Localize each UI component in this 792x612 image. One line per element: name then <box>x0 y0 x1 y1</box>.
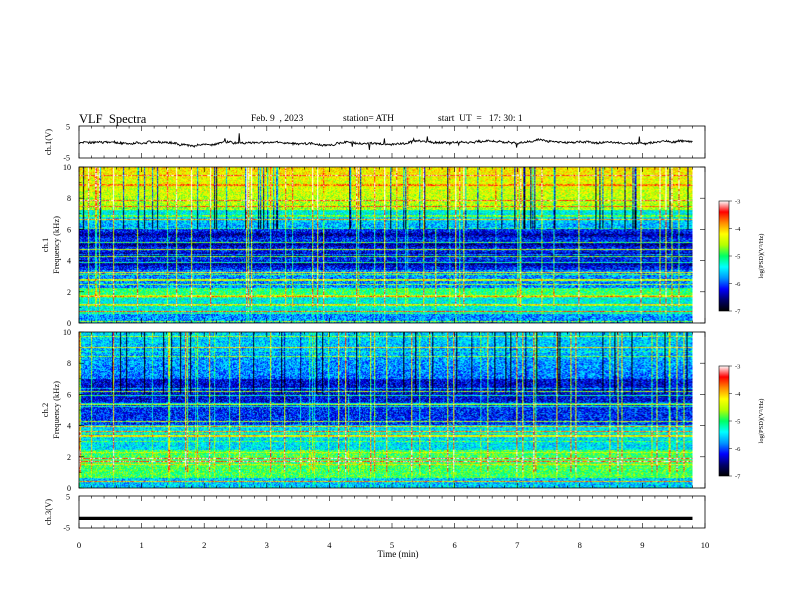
ch1-cb-tick-label: -6 <box>735 281 741 288</box>
ch1-ytick-bottom: -5 <box>63 154 70 163</box>
time-tick-label: 1 <box>139 540 143 550</box>
time-tick-label: 4 <box>327 540 332 550</box>
ch2-colorbar-gradient <box>718 365 730 477</box>
ch1-frequency-ticks: 0 2 4 6 8 10 <box>63 163 705 328</box>
ch1-voltage-panel: 5 -5 ch.1(V) <box>43 123 706 163</box>
ch1-cb-tick-label: -7 <box>735 309 741 316</box>
spec1-ytick-label: 8 <box>67 194 71 203</box>
ch1-ylabel: ch.1(V) <box>43 129 53 155</box>
ch1-xticks <box>78 126 706 158</box>
time-tick-label: 0 <box>77 540 81 550</box>
ch3-ytick-top: 5 <box>66 493 70 502</box>
spec1-ytick-label: 2 <box>67 288 71 297</box>
spec1-ytick-label: 0 <box>67 319 71 328</box>
ch2-time-ticks <box>78 332 706 488</box>
ch1-spectrogram-image <box>79 167 693 323</box>
ch2-cb-tick-label: -5 <box>735 419 740 426</box>
time-tick-label: 5 <box>390 540 394 550</box>
ch2-spectrogram-image <box>79 332 693 488</box>
time-tick-label: 10 <box>701 540 710 550</box>
chart-title: VLF Spectra <box>79 112 147 126</box>
ch1-ytick-top: 5 <box>66 123 70 132</box>
spec2-ytick-label: 0 <box>67 484 71 493</box>
ch1-colorbar: -3 -4 -5 -6 -7 log(PSD)(V²/Hz) <box>718 199 765 316</box>
spec2-ytick-label: 2 <box>67 453 71 462</box>
ch3-ytick-bottom: -5 <box>63 524 70 533</box>
spec2-ytick-label: 10 <box>63 328 71 337</box>
ch2-cb-tick-label: -4 <box>735 391 741 398</box>
ch2-cb-tick-label: -3 <box>735 364 740 371</box>
spec2-ytick-label: 8 <box>67 359 71 368</box>
ch1-voltage-trace <box>78 133 693 151</box>
time-tick-label: 8 <box>578 540 582 550</box>
spec1-ytick-label: 6 <box>67 225 71 234</box>
recording-date: Feb. 9 , 2023 <box>251 114 304 124</box>
ch1-colorbar-ticks: -3 -4 -5 -6 -7 <box>729 199 741 316</box>
start-time-label: start UT = 17: 30: 1 <box>438 114 523 124</box>
ch2-colorbar-label: log(PSD)(V²/Hz) <box>758 399 765 444</box>
ch1-spectrogram-channel-label: ch.1 <box>40 238 50 252</box>
ch1-cb-tick-label: -4 <box>735 226 741 233</box>
ch2-colorbar: -3 -4 -5 -6 -7 log(PSD)(V²/Hz) <box>718 364 765 481</box>
time-tick-label: 9 <box>640 540 644 550</box>
ch1-colorbar-label: log(PSD)(V²/Hz) <box>758 234 765 279</box>
ch3-voltage-panel: 5 -5 ch.3(V) 0 1 2 3 4 5 6 7 8 9 10 Time (min) <box>43 493 709 560</box>
time-axis-label: Time (min) <box>378 549 419 559</box>
ch3-xticks <box>78 496 706 528</box>
time-tick-label: 7 <box>515 540 519 550</box>
ch1-spectrogram-panel: 0 2 4 6 8 10 ch.1 Frequency (kHz) -3 -4 -5 -6 -7 … <box>40 163 765 328</box>
ch1-spectrogram-frequency-label: Frequency (kHz) <box>51 216 61 274</box>
spec2-ytick-label: 4 <box>67 422 71 431</box>
ch1-cb-tick-label: -3 <box>735 199 740 206</box>
ch2-frequency-ticks: 0 2 4 6 8 10 <box>63 328 705 493</box>
ch1-cb-tick-label: -5 <box>735 254 740 261</box>
ch2-spectrogram-panel: 0 2 4 6 8 10 ch.2 Frequency (kHz) -3 -4 -5 -6 -7 … <box>40 328 765 493</box>
spec1-ytick-label: 10 <box>63 163 71 172</box>
ch3-ylabel: ch.3(V) <box>43 499 53 525</box>
spec1-ytick-label: 4 <box>67 257 71 266</box>
ch1-time-ticks <box>78 167 706 323</box>
ch2-cb-tick-label: -7 <box>735 474 741 481</box>
ch2-colorbar-ticks: -3 -4 -5 -6 -7 <box>729 364 741 481</box>
time-tick-label: 6 <box>452 540 456 550</box>
time-tick-label: 2 <box>202 540 206 550</box>
ch2-spectrogram-frequency-label: Frequency (kHz) <box>51 381 61 439</box>
station-label: station= ATH <box>343 114 395 124</box>
time-axis-tick-labels: 0 1 2 3 4 5 6 7 8 9 10 <box>77 540 709 550</box>
time-tick-label: 3 <box>265 540 269 550</box>
ch2-spectrogram-channel-label: ch.2 <box>40 403 50 417</box>
spec2-ytick-label: 6 <box>67 390 71 399</box>
ch1-colorbar-gradient <box>718 200 730 312</box>
ch2-cb-tick-label: -6 <box>735 446 741 453</box>
ch3-plot-frame <box>78 495 706 529</box>
